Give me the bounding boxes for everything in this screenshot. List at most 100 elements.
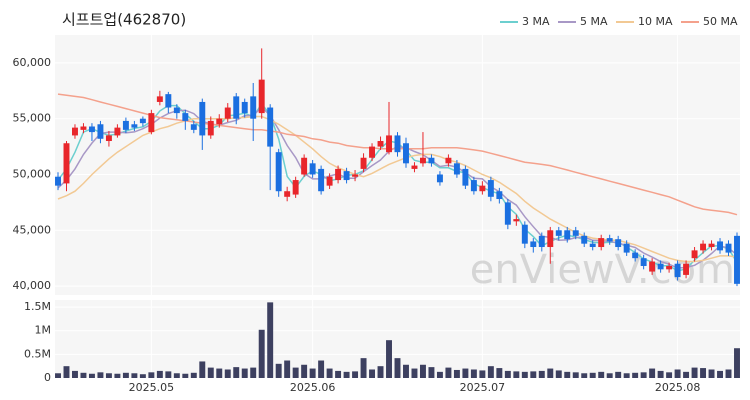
volume-bar — [708, 369, 715, 378]
candle-body — [190, 124, 197, 130]
volume-bar — [343, 371, 350, 378]
volume-bar — [72, 370, 78, 378]
volume-bar — [632, 372, 639, 378]
volume-bar — [462, 368, 469, 378]
ma-line — [57, 115, 738, 263]
candle-body — [649, 261, 656, 272]
candle-body — [386, 135, 392, 153]
volume-bar — [436, 371, 443, 378]
volume-bar — [326, 368, 333, 378]
candle-body — [131, 124, 138, 128]
candle-body — [606, 238, 613, 242]
y-tick-label: 55,000 — [13, 112, 52, 125]
volume-bar — [530, 371, 537, 378]
volume-bar — [428, 367, 435, 378]
candle-body — [513, 219, 520, 222]
volume-bar — [598, 371, 605, 378]
volume-bar — [555, 370, 562, 378]
legend-label: 50 MA — [703, 15, 738, 28]
volume-bar — [538, 370, 545, 378]
volume-bar — [241, 368, 248, 378]
candle-body — [598, 238, 605, 248]
x-tick-label: 2025.06 — [290, 381, 336, 394]
candle-body — [352, 174, 359, 177]
candle-body — [377, 141, 384, 147]
candle-body — [445, 157, 452, 164]
volume-bar — [114, 373, 121, 378]
volume-bar — [97, 372, 104, 378]
candle-body — [666, 265, 673, 270]
volume-bar — [666, 372, 673, 378]
candle-body — [479, 185, 486, 192]
candle-body — [462, 168, 469, 186]
candle-body — [436, 174, 443, 183]
volume-bar — [139, 374, 146, 378]
candle-body — [301, 157, 308, 175]
candle-body — [267, 107, 274, 147]
candle-body — [241, 101, 248, 114]
volume-bar — [521, 371, 528, 378]
candle-body — [708, 243, 715, 248]
volume-bar — [377, 366, 384, 378]
volume-bar — [572, 372, 579, 378]
legend-label: 5 MA — [580, 15, 608, 28]
volume-bar — [445, 367, 452, 378]
volume-bar — [479, 370, 486, 378]
candle-body — [63, 143, 70, 184]
volume-bar — [105, 373, 112, 378]
candle-body — [55, 176, 61, 186]
candle-body — [318, 168, 325, 192]
candle-body — [504, 202, 511, 225]
volume-bar — [717, 370, 723, 378]
candle-body — [487, 180, 494, 197]
volume-bar — [547, 368, 554, 378]
candle-body — [97, 124, 104, 139]
volume-bar — [564, 371, 571, 378]
volume-bar — [55, 373, 61, 378]
volume-bar — [394, 358, 401, 378]
candle-body — [581, 235, 588, 244]
candle-body — [165, 94, 172, 108]
volume-bar — [691, 367, 698, 378]
candle-body — [199, 101, 206, 136]
volume-bar — [513, 371, 520, 378]
candle-body — [403, 143, 409, 164]
candle-body — [309, 163, 316, 175]
candle-body — [419, 157, 426, 164]
volume-bar — [453, 369, 460, 378]
candle-body — [700, 243, 707, 251]
candle-body — [674, 263, 681, 278]
volume-bar — [360, 358, 367, 378]
candle-body — [250, 96, 257, 119]
y-tick-label: 50,000 — [13, 167, 52, 180]
candle-body — [216, 118, 223, 125]
volume-bar — [182, 373, 189, 378]
candle-body — [335, 168, 342, 181]
candle-body — [734, 235, 740, 284]
candle-body — [88, 126, 95, 133]
candle-body — [114, 127, 121, 136]
y-tick-label: 1.5M — [24, 300, 51, 313]
volume-bar — [190, 372, 197, 378]
candle-body — [122, 120, 129, 130]
candle-body — [343, 171, 350, 181]
volume-bar — [615, 371, 622, 378]
candle-body — [292, 180, 299, 195]
volume-bar — [589, 372, 596, 378]
volume-bar — [496, 368, 503, 378]
y-tick-label: 0.5M — [24, 347, 51, 360]
volume-bar — [122, 372, 129, 378]
candle-body — [547, 230, 554, 248]
candle-body — [453, 163, 460, 175]
candle-body — [538, 235, 545, 248]
volume-bar — [80, 372, 87, 378]
candle-body — [148, 113, 155, 133]
candle-body — [369, 146, 376, 158]
volume-bar — [301, 364, 308, 378]
volume-bar — [224, 369, 231, 378]
candle-body — [394, 135, 401, 153]
candle-body — [572, 230, 579, 236]
volume-bar — [63, 366, 70, 378]
watermark: enViewV.com — [470, 247, 735, 293]
volume-bar — [581, 373, 588, 378]
